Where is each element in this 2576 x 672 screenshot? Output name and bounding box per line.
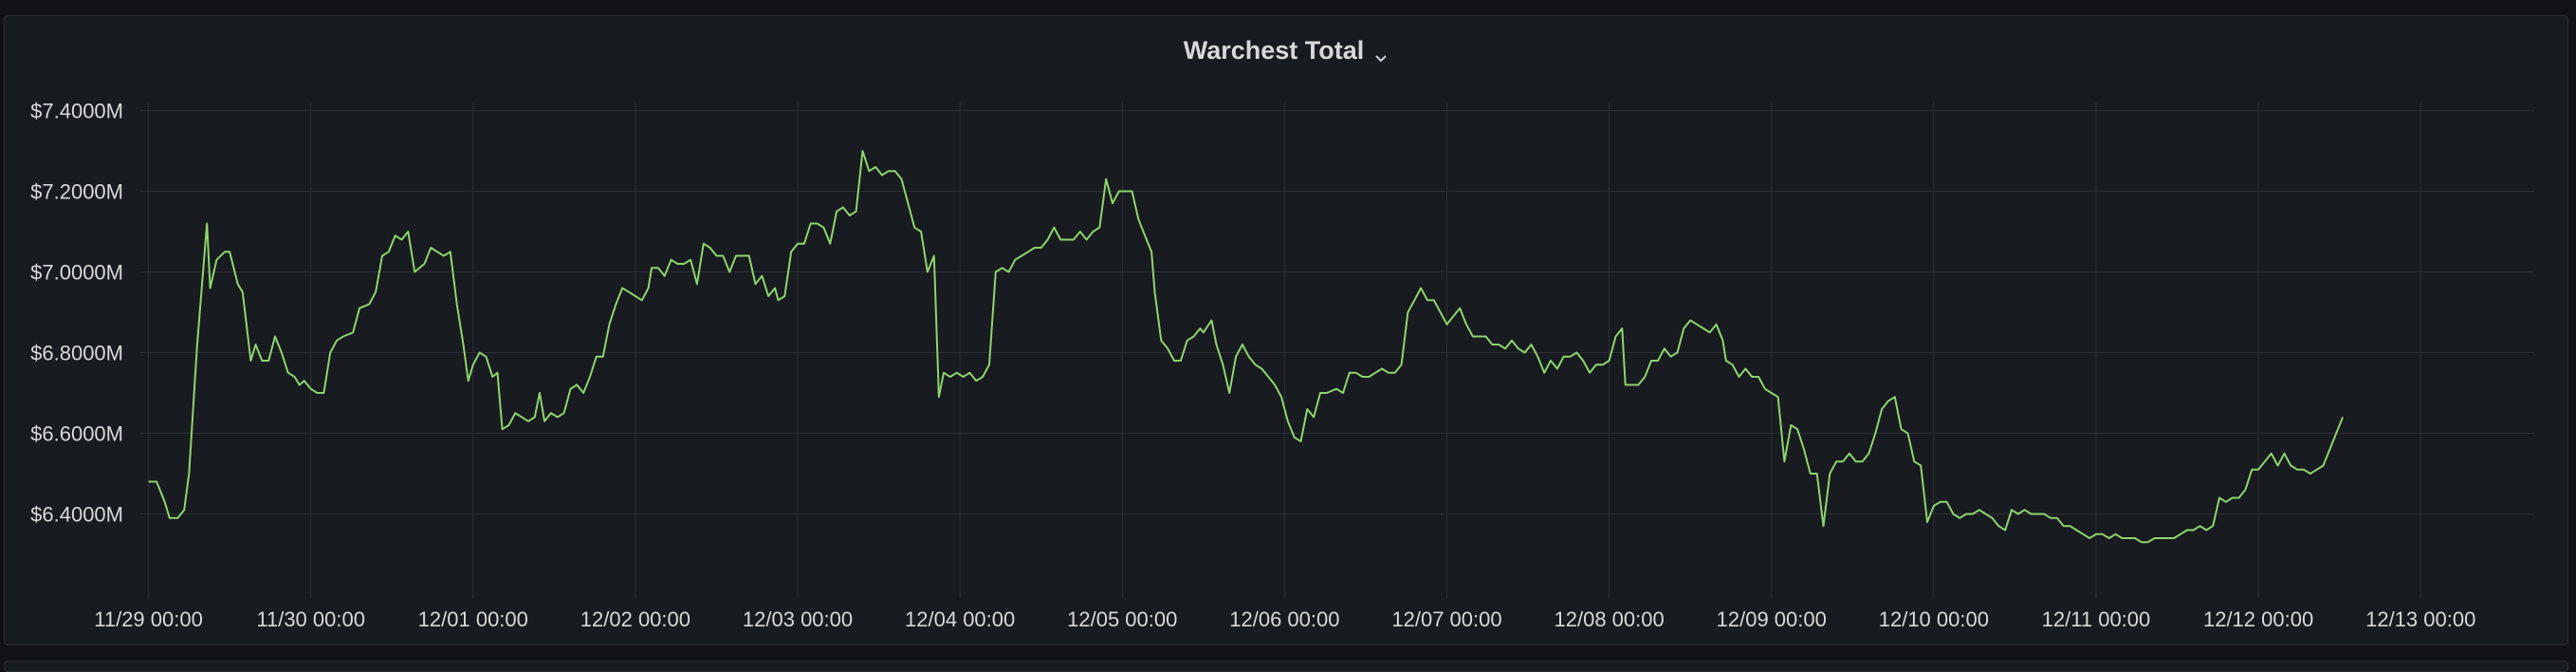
x-tick-label: 12/07 00:00 — [1391, 607, 1501, 631]
chevron-down-icon[interactable] — [1373, 43, 1389, 63]
chart-panel: Warchest Total — [4, 15, 2568, 645]
series-line — [148, 150, 2345, 544]
next-panel-edge — [4, 661, 2568, 672]
x-tick-label: 12/05 00:00 — [1067, 607, 1177, 631]
y-tick-label: $7.2000M — [30, 180, 123, 204]
y-tick-label: $6.4000M — [30, 503, 123, 527]
x-tick-label: 12/06 00:00 — [1229, 607, 1339, 631]
y-tick-label: $6.8000M — [30, 342, 123, 365]
x-tick-label: 12/02 00:00 — [580, 607, 690, 631]
panel-header[interactable]: Warchest Total — [5, 33, 2567, 67]
grid-lines — [140, 103, 2534, 598]
x-tick-label: 11/29 00:00 — [94, 607, 203, 631]
y-tick-label: $7.0000M — [30, 261, 123, 285]
y-tick-label: $6.6000M — [30, 422, 123, 446]
x-tick-label: 12/03 00:00 — [743, 607, 853, 631]
panel-title[interactable]: Warchest Total — [1183, 35, 1365, 65]
y-tick-label: $7.4000M — [30, 100, 123, 123]
x-tick-label: 12/01 00:00 — [418, 607, 528, 631]
x-tick-label: 12/12 00:00 — [2203, 607, 2313, 631]
x-tick-label: 12/10 00:00 — [1879, 607, 1989, 631]
x-tick-label: 11/30 00:00 — [256, 607, 365, 631]
x-tick-label: 12/08 00:00 — [1555, 607, 1665, 631]
x-axis-ticks: 11/29 00:00 11/30 00:00 12/01 00:00 12/02 0… — [94, 607, 2475, 631]
x-tick-label: 12/11 00:00 — [2042, 607, 2151, 631]
x-tick-label: 12/09 00:00 — [1717, 607, 1827, 631]
y-axis-ticks: $6.4000M $6.6000M $6.8000M $7.0000M $7.2000M… — [30, 100, 123, 527]
x-tick-label: 12/04 00:00 — [905, 607, 1015, 631]
x-tick-label: 12/13 00:00 — [2365, 607, 2475, 631]
